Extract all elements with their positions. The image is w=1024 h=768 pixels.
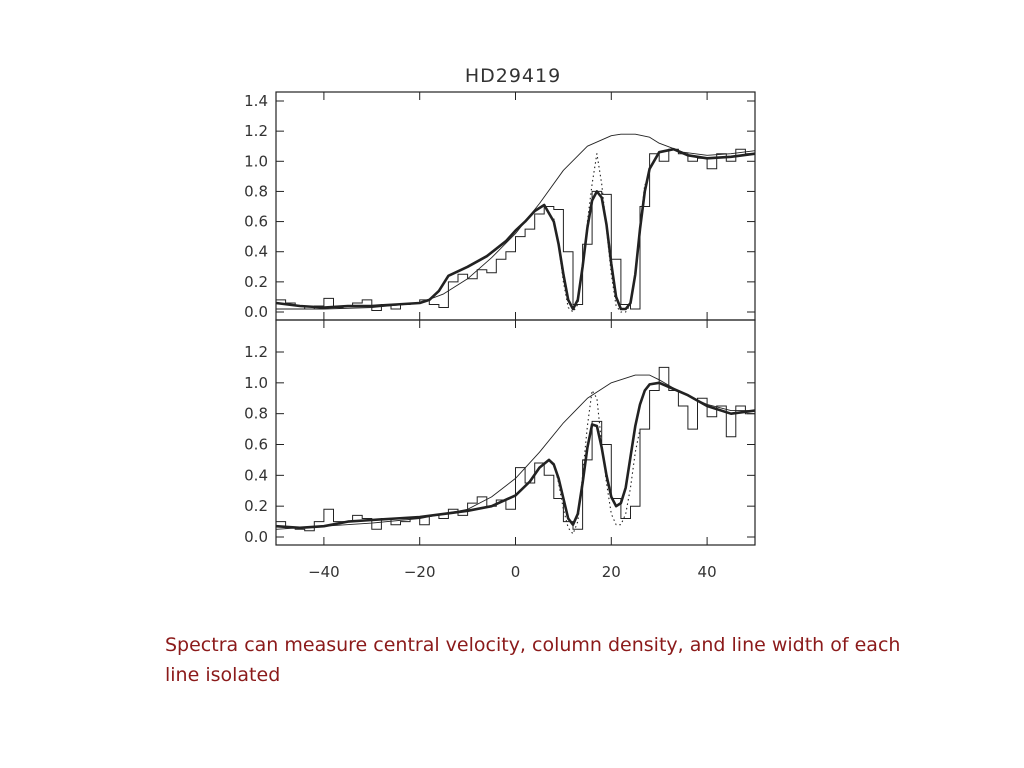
plot-frame <box>275 91 756 321</box>
y-tick-label: 0.0 <box>244 303 268 321</box>
x-tick-label: 40 <box>698 563 717 581</box>
x-tick-label: 0 <box>511 563 521 581</box>
y-tick-label: 0.6 <box>244 213 268 231</box>
spectrum-figure: HD29419 0.00.20.40.60.81.01.21.4 0.00.20… <box>244 65 756 581</box>
y-tick-label: 0.2 <box>244 273 268 291</box>
plot-frame <box>275 319 756 546</box>
fit-line <box>275 147 756 311</box>
chart-title: HD29419 <box>465 65 561 87</box>
y-tick-label: 0.4 <box>244 466 268 484</box>
y-tick-label: 0.4 <box>244 243 268 261</box>
x-tick-label: −40 <box>308 563 340 581</box>
y-tick-label: 1.2 <box>244 122 268 140</box>
y-tick-label: 0.2 <box>244 497 268 515</box>
y-tick-label: 0.8 <box>244 182 268 200</box>
x-tick-label: −20 <box>404 563 436 581</box>
continuum-line <box>275 374 755 530</box>
slide-caption: Spectra can measure central velocity, co… <box>165 634 901 686</box>
continuum-line <box>276 133 756 310</box>
fit-line <box>275 381 756 530</box>
y-tick-label: 1.2 <box>244 343 268 361</box>
component-line <box>553 153 646 313</box>
y-tick-label: 0.0 <box>244 528 268 546</box>
x-tick-label: 20 <box>602 563 621 581</box>
y-tick-label: 1.0 <box>244 374 268 392</box>
top-panel: 0.0 0.2 0.4 0.6 0.8 1.0 1.2 1.4 <box>244 91 756 321</box>
y-tick-label: 1.0 <box>244 152 268 170</box>
bottom-panel: 0.0 0.2 0.4 0.6 0.8 1.0 1.2 −40 −20 0 20 40 <box>244 319 756 581</box>
y-tick-label: 1.4 <box>244 92 268 110</box>
y-tick-label: 0.6 <box>244 436 268 454</box>
y-tick-label: 0.8 <box>244 405 268 423</box>
